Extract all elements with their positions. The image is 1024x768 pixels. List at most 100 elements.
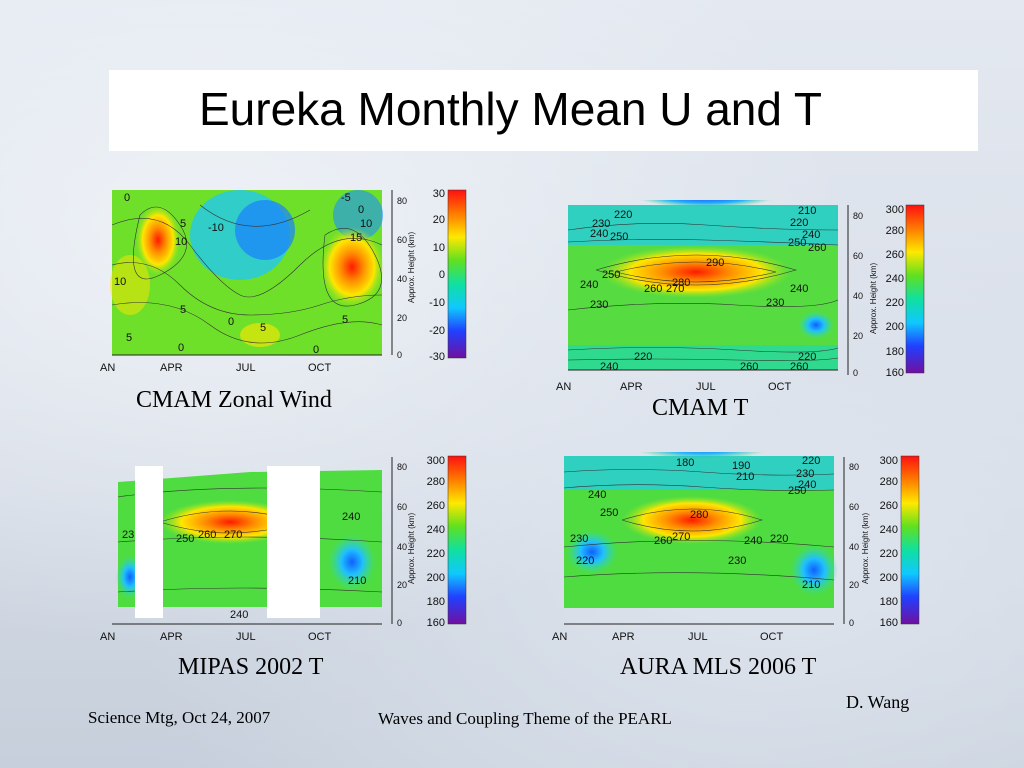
- svg-text:30: 30: [433, 188, 445, 200]
- svg-text:0: 0: [853, 368, 858, 378]
- svg-text:200: 200: [886, 321, 904, 333]
- height-axis: 80 60 40 20 0 Approx. Height (km): [391, 457, 416, 628]
- svg-text:0: 0: [124, 192, 130, 204]
- height-axis: 80 60 40 20 0 Approx. Height (km): [391, 190, 416, 360]
- svg-text:80: 80: [849, 462, 859, 472]
- svg-text:240: 240: [588, 489, 606, 501]
- x-axis: AN APR JUL OCT: [552, 623, 834, 643]
- svg-text:0: 0: [397, 618, 402, 628]
- svg-text:5: 5: [180, 304, 186, 316]
- svg-text:250: 250: [600, 507, 618, 519]
- height-axis: 80 60 40 20 0 Approx. Height (km): [843, 457, 870, 628]
- svg-text:210: 210: [736, 471, 754, 483]
- svg-text:OCT: OCT: [308, 362, 332, 374]
- svg-text:230: 230: [796, 468, 814, 480]
- svg-text:40: 40: [397, 274, 407, 284]
- svg-text:Approx. Height (km): Approx. Height (km): [869, 263, 878, 334]
- svg-text:20: 20: [433, 214, 445, 226]
- svg-text:10: 10: [175, 236, 187, 248]
- contour-labels: 23 250 260 270 240 210 240: [122, 511, 366, 621]
- svg-text:5: 5: [342, 314, 348, 326]
- svg-text:5: 5: [180, 218, 186, 230]
- svg-text:5: 5: [126, 332, 132, 344]
- svg-text:300: 300: [886, 204, 904, 216]
- svg-text:280: 280: [672, 277, 690, 289]
- svg-text:210: 210: [348, 575, 366, 587]
- svg-text:220: 220: [798, 351, 816, 363]
- x-axis: AN APR JUL OCT: [556, 369, 838, 393]
- svg-text:-20: -20: [429, 325, 445, 337]
- colorbar-ticks: 300 280 260 240 220 200 180 160: [880, 455, 898, 629]
- height-axis: 80 60 40 20 0 Approx. Height (km): [847, 205, 878, 378]
- svg-text:240: 240: [744, 535, 762, 547]
- svg-text:60: 60: [853, 251, 863, 261]
- svg-text:-10: -10: [208, 222, 224, 234]
- svg-text:220: 220: [634, 351, 652, 363]
- svg-text:0: 0: [397, 350, 402, 360]
- data-gap-right: [267, 466, 320, 618]
- colorbar: [905, 204, 925, 374]
- caption-mipas-2002-t: MIPAS 2002 T: [178, 654, 324, 680]
- colorbar: [900, 455, 920, 625]
- svg-text:APR: APR: [160, 362, 183, 374]
- svg-text:10: 10: [360, 218, 372, 230]
- svg-text:AN: AN: [552, 631, 567, 643]
- svg-text:60: 60: [397, 235, 407, 245]
- svg-text:220: 220: [802, 455, 820, 467]
- svg-text:260: 260: [880, 500, 898, 512]
- svg-text:250: 250: [788, 485, 806, 497]
- svg-text:10: 10: [114, 276, 126, 288]
- svg-text:220: 220: [427, 548, 445, 560]
- svg-text:OCT: OCT: [760, 631, 784, 643]
- svg-text:20: 20: [397, 580, 407, 590]
- panel-aura-mls-2006-t: 180 190 210 220 230 240 250 240 250 280 …: [552, 452, 927, 644]
- footer-theme: Waves and Coupling Theme of the PEARL: [378, 709, 672, 728]
- svg-text:80: 80: [853, 211, 863, 221]
- x-axis: AN APR JUL OCT: [100, 623, 382, 643]
- x-axis: AN APR JUL OCT: [100, 354, 382, 374]
- svg-text:230: 230: [728, 555, 746, 567]
- svg-text:210: 210: [802, 579, 820, 591]
- svg-text:210: 210: [798, 205, 816, 217]
- svg-text:0: 0: [313, 344, 319, 356]
- svg-text:240: 240: [802, 229, 820, 241]
- svg-text:240: 240: [798, 479, 816, 491]
- caption-cmam-zonal-wind: CMAM Zonal Wind: [136, 387, 332, 413]
- colorbar-ticks: 300 280 260 240 220 200 180 160: [427, 455, 445, 629]
- svg-text:250: 250: [176, 533, 194, 545]
- svg-text:230: 230: [592, 218, 610, 230]
- svg-text:220: 220: [790, 217, 808, 229]
- svg-text:260: 260: [427, 500, 445, 512]
- panel-cmam-t: 220 230 240 250 210 220 240 250 260 290 …: [556, 200, 931, 395]
- svg-text:APR: APR: [160, 631, 183, 643]
- svg-text:230: 230: [590, 299, 608, 311]
- svg-text:JUL: JUL: [688, 631, 708, 643]
- svg-text:0: 0: [849, 618, 854, 628]
- svg-text:280: 280: [886, 225, 904, 237]
- footer-date: Science Mtg, Oct 24, 2007: [88, 708, 271, 727]
- svg-text:AN: AN: [556, 381, 571, 393]
- svg-text:260: 260: [808, 242, 826, 254]
- svg-text:23: 23: [122, 529, 134, 541]
- svg-text:240: 240: [790, 283, 808, 295]
- svg-text:JUL: JUL: [236, 362, 256, 374]
- svg-text:270: 270: [224, 529, 242, 541]
- svg-text:-5: -5: [341, 192, 351, 204]
- svg-text:0: 0: [439, 269, 445, 281]
- svg-text:280: 280: [880, 476, 898, 488]
- svg-text:60: 60: [849, 502, 859, 512]
- svg-text:40: 40: [853, 291, 863, 301]
- svg-text:160: 160: [886, 367, 904, 379]
- svg-text:Approx. Height (km): Approx. Height (km): [407, 232, 416, 303]
- caption-cmam-t: CMAM T: [652, 395, 749, 421]
- svg-text:OCT: OCT: [768, 381, 792, 393]
- contour-lines: [567, 223, 839, 361]
- svg-text:APR: APR: [612, 631, 635, 643]
- svg-text:240: 240: [230, 609, 248, 621]
- svg-text:240: 240: [600, 361, 618, 373]
- svg-text:APR: APR: [620, 381, 643, 393]
- slide-title: Eureka Monthly Mean U and T: [199, 83, 823, 135]
- svg-text:160: 160: [880, 617, 898, 629]
- svg-text:10: 10: [433, 242, 445, 254]
- svg-text:220: 220: [886, 297, 904, 309]
